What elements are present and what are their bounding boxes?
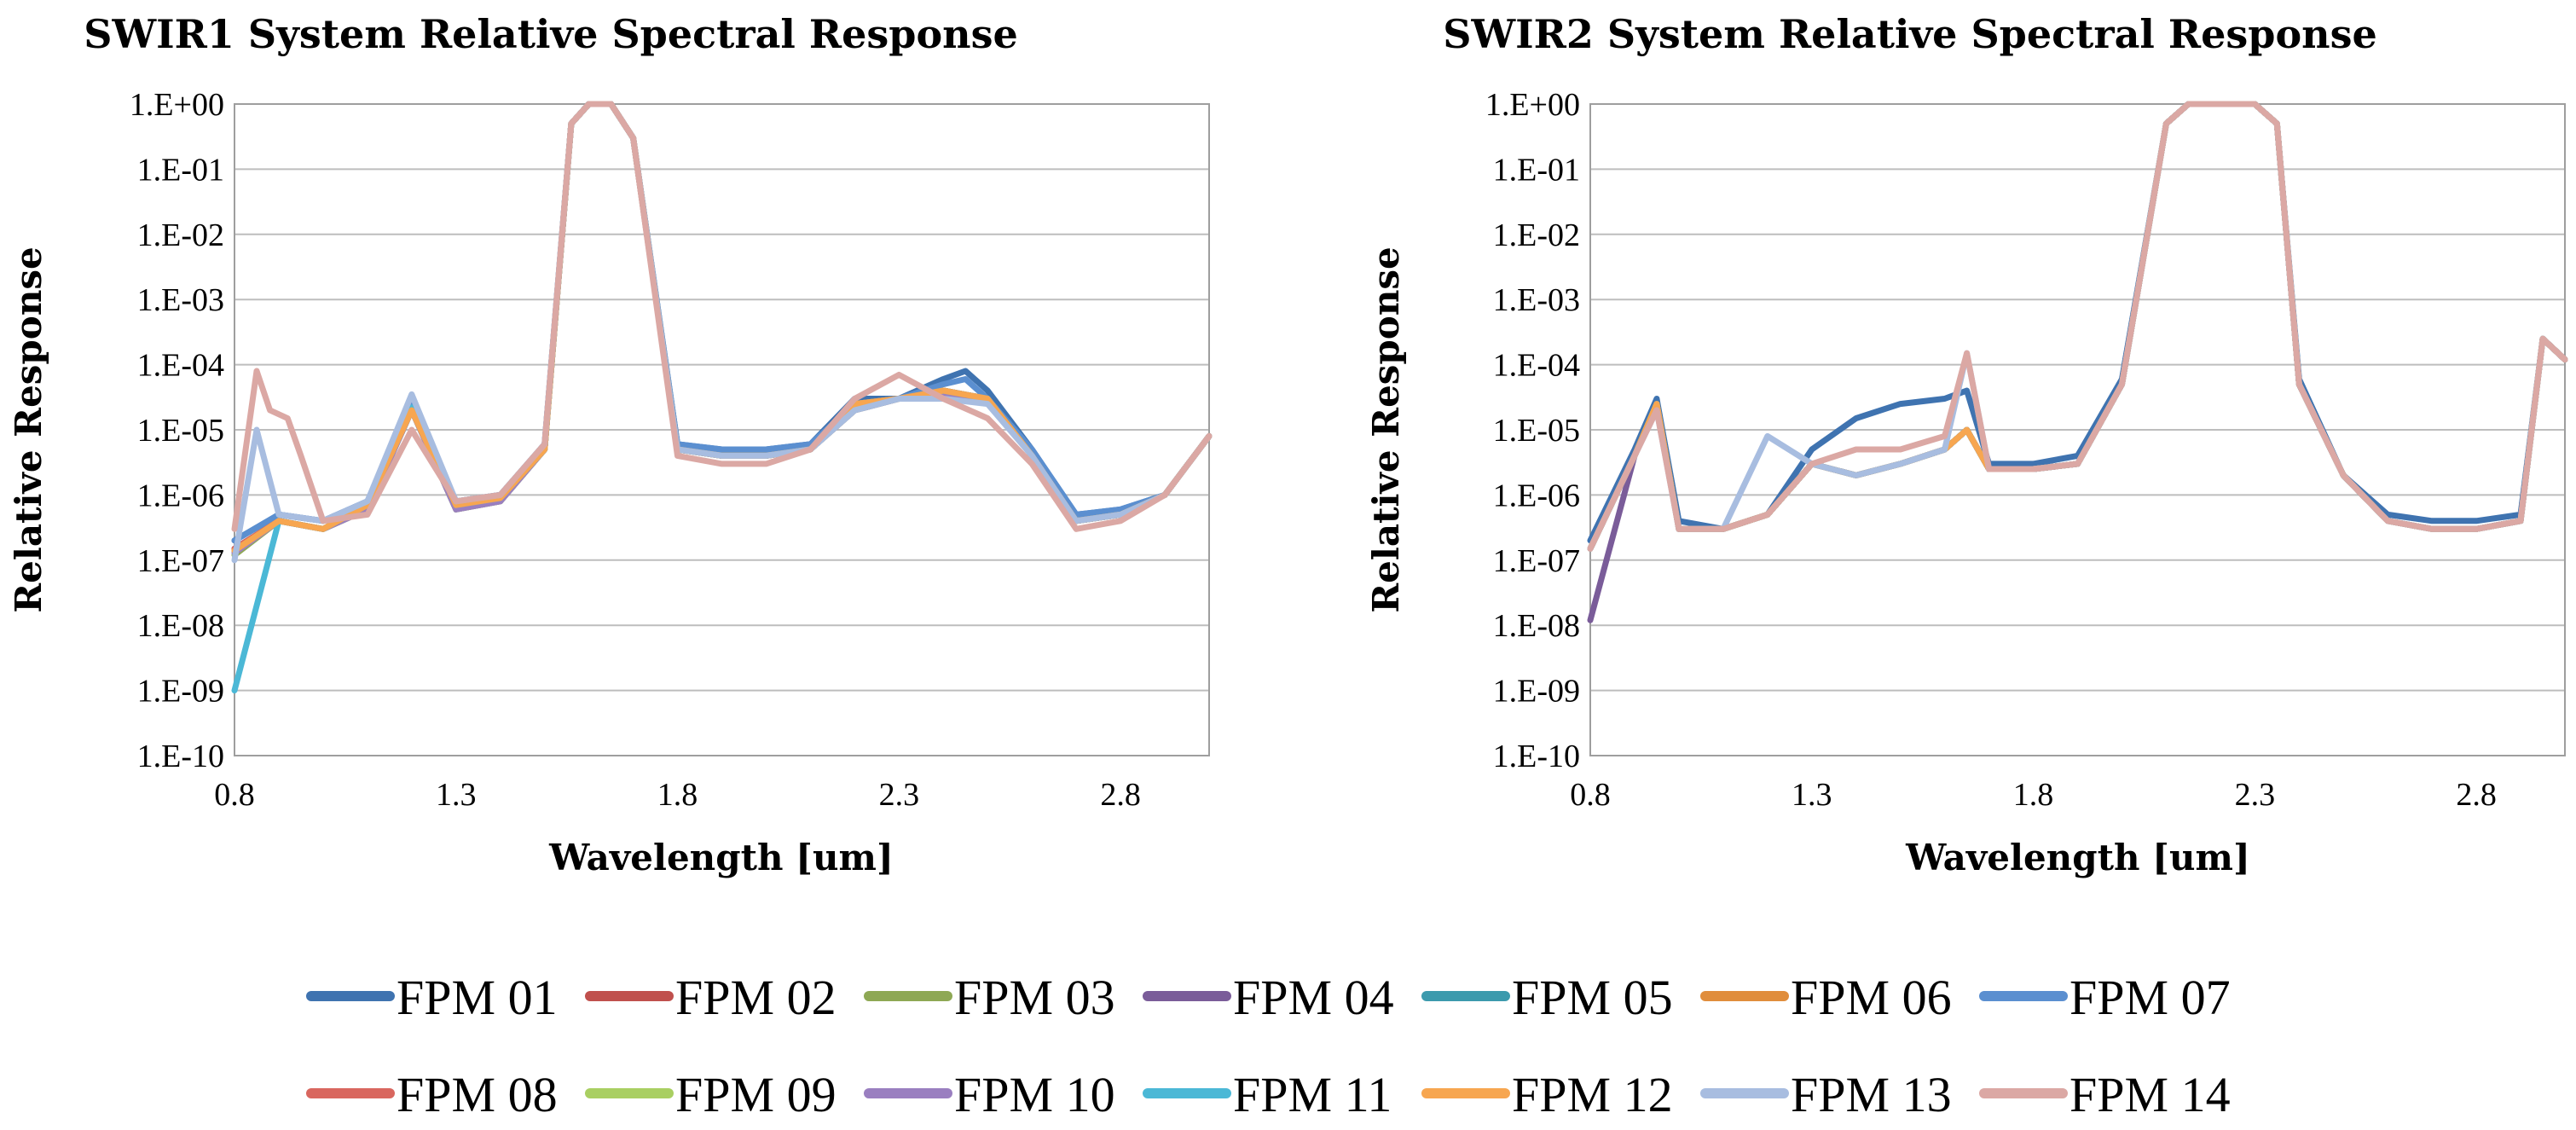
legend-label: FPM 04 [1233, 970, 1394, 1025]
y-tick-label: 1.E-06 [1493, 478, 1580, 513]
legend-item: FPM 10 [864, 1067, 1115, 1122]
swir2-chart: SWIR2 System Relative Spectral Response … [1365, 11, 2568, 878]
legend-label: FPM 14 [2069, 1067, 2231, 1122]
y-tick-label: 1.E-08 [137, 608, 224, 644]
x-tick-label: 1.8 [2013, 777, 2054, 813]
x-axis-ticks: 0.8 1.3 1.8 2.3 2.8 [214, 777, 1141, 813]
legend-label: FPM 13 [1791, 1067, 1952, 1122]
x-axis-label: Wavelength [um] [548, 837, 894, 878]
legend-label: FPM 01 [397, 970, 558, 1025]
x-tick-label: 1.3 [1792, 777, 1832, 813]
legend-label: FPM 02 [675, 970, 836, 1025]
series-line-fpm-08 [1587, 101, 2568, 552]
y-tick-label: 1.E-08 [1493, 608, 1580, 644]
y-tick-label: 1.E-03 [1493, 282, 1580, 318]
y-tick-label: 1.E-03 [137, 282, 224, 318]
series-group [1587, 101, 2568, 623]
legend-item: FPM 04 [1143, 970, 1394, 1025]
legend-item: FPM 09 [585, 1067, 836, 1122]
x-tick-label: 2.3 [2235, 777, 2276, 813]
series-line-fpm-14 [231, 101, 1213, 532]
legend-label: FPM 10 [954, 1067, 1115, 1122]
y-axis-label: Relative Response [1365, 246, 1407, 612]
legend-label: FPM 12 [1512, 1067, 1673, 1122]
y-axis-ticks: 1.E+00 1.E-01 1.E-02 1.E-03 1.E-04 1.E-05 1.E-… [1485, 87, 1580, 774]
series-line-fpm-10 [1587, 101, 2568, 552]
series-line-fpm-05 [1587, 101, 2568, 552]
y-tick-label: 1.E-07 [137, 543, 224, 579]
y-tick-label: 1.E-06 [137, 478, 224, 513]
x-tick-label: 1.8 [657, 777, 698, 813]
y-tick-label: 1.E-09 [137, 674, 224, 710]
legend-item: FPM 14 [1979, 1067, 2231, 1122]
x-tick-label: 2.8 [1100, 777, 1141, 813]
legend-item: FPM 11 [1143, 1067, 1392, 1122]
series-line-fpm-12 [1587, 101, 2568, 552]
y-tick-label: 1.E-04 [1493, 348, 1580, 384]
legend-item: FPM 08 [306, 1067, 558, 1122]
series-line-fpm-04 [1587, 101, 2568, 623]
legend-item: FPM 03 [864, 970, 1115, 1025]
legend-item: FPM 01 [306, 970, 558, 1025]
y-tick-label: 1.E-01 [1493, 152, 1580, 188]
legend-item: FPM 05 [1421, 970, 1673, 1025]
y-tick-label: 1.E+00 [1485, 87, 1580, 123]
y-tick-label: 1.E-10 [1493, 739, 1580, 774]
y-tick-label: 1.E-10 [137, 739, 224, 774]
x-axis-label: Wavelength [um] [1905, 837, 2250, 878]
y-tick-label: 1.E-05 [1493, 413, 1580, 449]
series-line-fpm-11 [231, 101, 1213, 694]
swir1-chart: SWIR1 System Relative Spectral Response … [8, 11, 1213, 878]
chart-title: SWIR1 System Relative Spectral Response [84, 11, 1018, 57]
y-tick-label: 1.E+00 [130, 87, 224, 123]
legend-label: FPM 06 [1791, 970, 1952, 1025]
x-axis-ticks: 0.8 1.3 1.8 2.3 2.8 [1570, 777, 2497, 813]
y-tick-label: 1.E-05 [137, 413, 224, 449]
legend: FPM 01 FPM 02 FPM 03 FPM 04 FPM 05 FPM 06 FPM … [306, 970, 2231, 1122]
series-line-fpm-07 [1587, 101, 2568, 552]
gridlines [234, 103, 1209, 756]
legend-label: FPM 11 [1233, 1067, 1392, 1122]
series-group [231, 101, 1213, 694]
y-axis-label: Relative Response [8, 246, 49, 612]
legend-label: FPM 08 [397, 1067, 558, 1122]
y-tick-label: 1.E-02 [137, 217, 224, 253]
x-tick-label: 0.8 [214, 777, 255, 813]
legend-item: FPM 12 [1421, 1067, 1673, 1122]
series-line-fpm-09 [1587, 101, 2568, 552]
legend-label: FPM 05 [1512, 970, 1673, 1025]
y-tick-label: 1.E-07 [1493, 543, 1580, 579]
legend-label: FPM 07 [2069, 970, 2231, 1025]
gridlines [1590, 103, 2565, 756]
plot-area [234, 103, 1210, 756]
legend-item: FPM 06 [1700, 970, 1952, 1025]
chart-title: SWIR2 System Relative Spectral Response [1443, 11, 2377, 57]
y-tick-label: 1.E-04 [137, 348, 224, 384]
series-line-fpm-13 [1587, 101, 2568, 552]
series-line-fpm-03 [1587, 101, 2568, 552]
y-tick-label: 1.E-02 [1493, 217, 1580, 253]
x-tick-label: 2.8 [2456, 777, 2497, 813]
y-tick-label: 1.E-01 [137, 152, 224, 188]
legend-label: FPM 09 [675, 1067, 836, 1122]
series-line-fpm-14 [1587, 101, 2568, 552]
legend-item: FPM 02 [585, 970, 836, 1025]
y-axis-ticks: 1.E+00 1.E-01 1.E-02 1.E-03 1.E-04 1.E-05 1.E-… [130, 87, 224, 774]
plot-area [1589, 103, 2566, 756]
series-line-fpm-11 [1587, 101, 2568, 552]
x-tick-label: 1.3 [436, 777, 477, 813]
series-line-fpm-02 [1587, 101, 2568, 552]
legend-item: FPM 13 [1700, 1067, 1952, 1122]
series-line-fpm-06 [1587, 101, 2568, 552]
x-tick-label: 2.3 [879, 777, 920, 813]
legend-item: FPM 07 [1979, 970, 2231, 1025]
y-tick-label: 1.E-09 [1493, 674, 1580, 710]
x-tick-label: 0.8 [1570, 777, 1611, 813]
legend-label: FPM 03 [954, 970, 1115, 1025]
